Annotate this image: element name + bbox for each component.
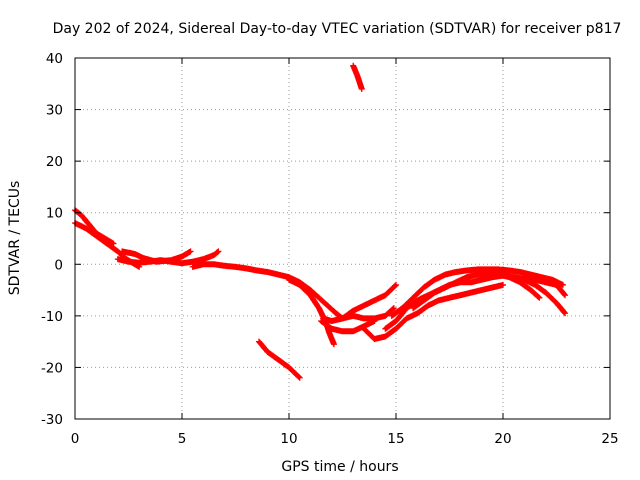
- x-tick-label: 25: [601, 431, 618, 447]
- x-axis-label: GPS time / hours: [281, 459, 398, 475]
- data-series: [286, 276, 337, 348]
- x-tick-label: 15: [387, 431, 404, 447]
- data-point-markers: [256, 338, 303, 381]
- data-series: [318, 318, 378, 335]
- data-series: [256, 338, 303, 381]
- data-point-markers: [318, 318, 378, 335]
- data-series: [360, 281, 506, 343]
- data-series: [510, 274, 569, 299]
- x-tick-label: 20: [494, 431, 511, 447]
- y-axis-label: SDTVAR / TECUs: [7, 181, 23, 296]
- x-tick-label: 10: [280, 431, 297, 447]
- y-tick-label: 10: [46, 206, 63, 222]
- data-series: [350, 62, 365, 92]
- plot-frame: [74, 57, 611, 420]
- y-tick-label: 0: [54, 257, 63, 273]
- data-point-markers: [350, 62, 365, 92]
- data-point-markers: [339, 281, 399, 322]
- chart-title: Day 202 of 2024, Sidereal Day-to-day VTE…: [53, 21, 622, 37]
- x-tick-label: 5: [178, 431, 187, 447]
- y-tick-label: 40: [46, 51, 63, 67]
- y-tick-label: -10: [41, 309, 63, 325]
- x-tick-label: 0: [71, 431, 80, 447]
- data-series: [114, 248, 222, 267]
- y-tick-label: 20: [46, 154, 63, 170]
- y-tick-label: -20: [41, 360, 63, 376]
- data-point-markers: [360, 281, 506, 343]
- data-point-markers: [286, 276, 337, 348]
- grid-lines: [75, 58, 610, 419]
- data-point-markers: [114, 248, 222, 267]
- y-tick-label: 30: [46, 103, 63, 119]
- y-tick-label: -30: [41, 412, 63, 428]
- x-axis-ticks: 0 5 10 15 20 25: [71, 58, 619, 447]
- data-series: [339, 281, 399, 322]
- y-axis-ticks: -30 -20 -10 0 10 20 30 40: [41, 51, 610, 428]
- data-point-markers: [510, 274, 569, 299]
- data-points: [72, 62, 569, 381]
